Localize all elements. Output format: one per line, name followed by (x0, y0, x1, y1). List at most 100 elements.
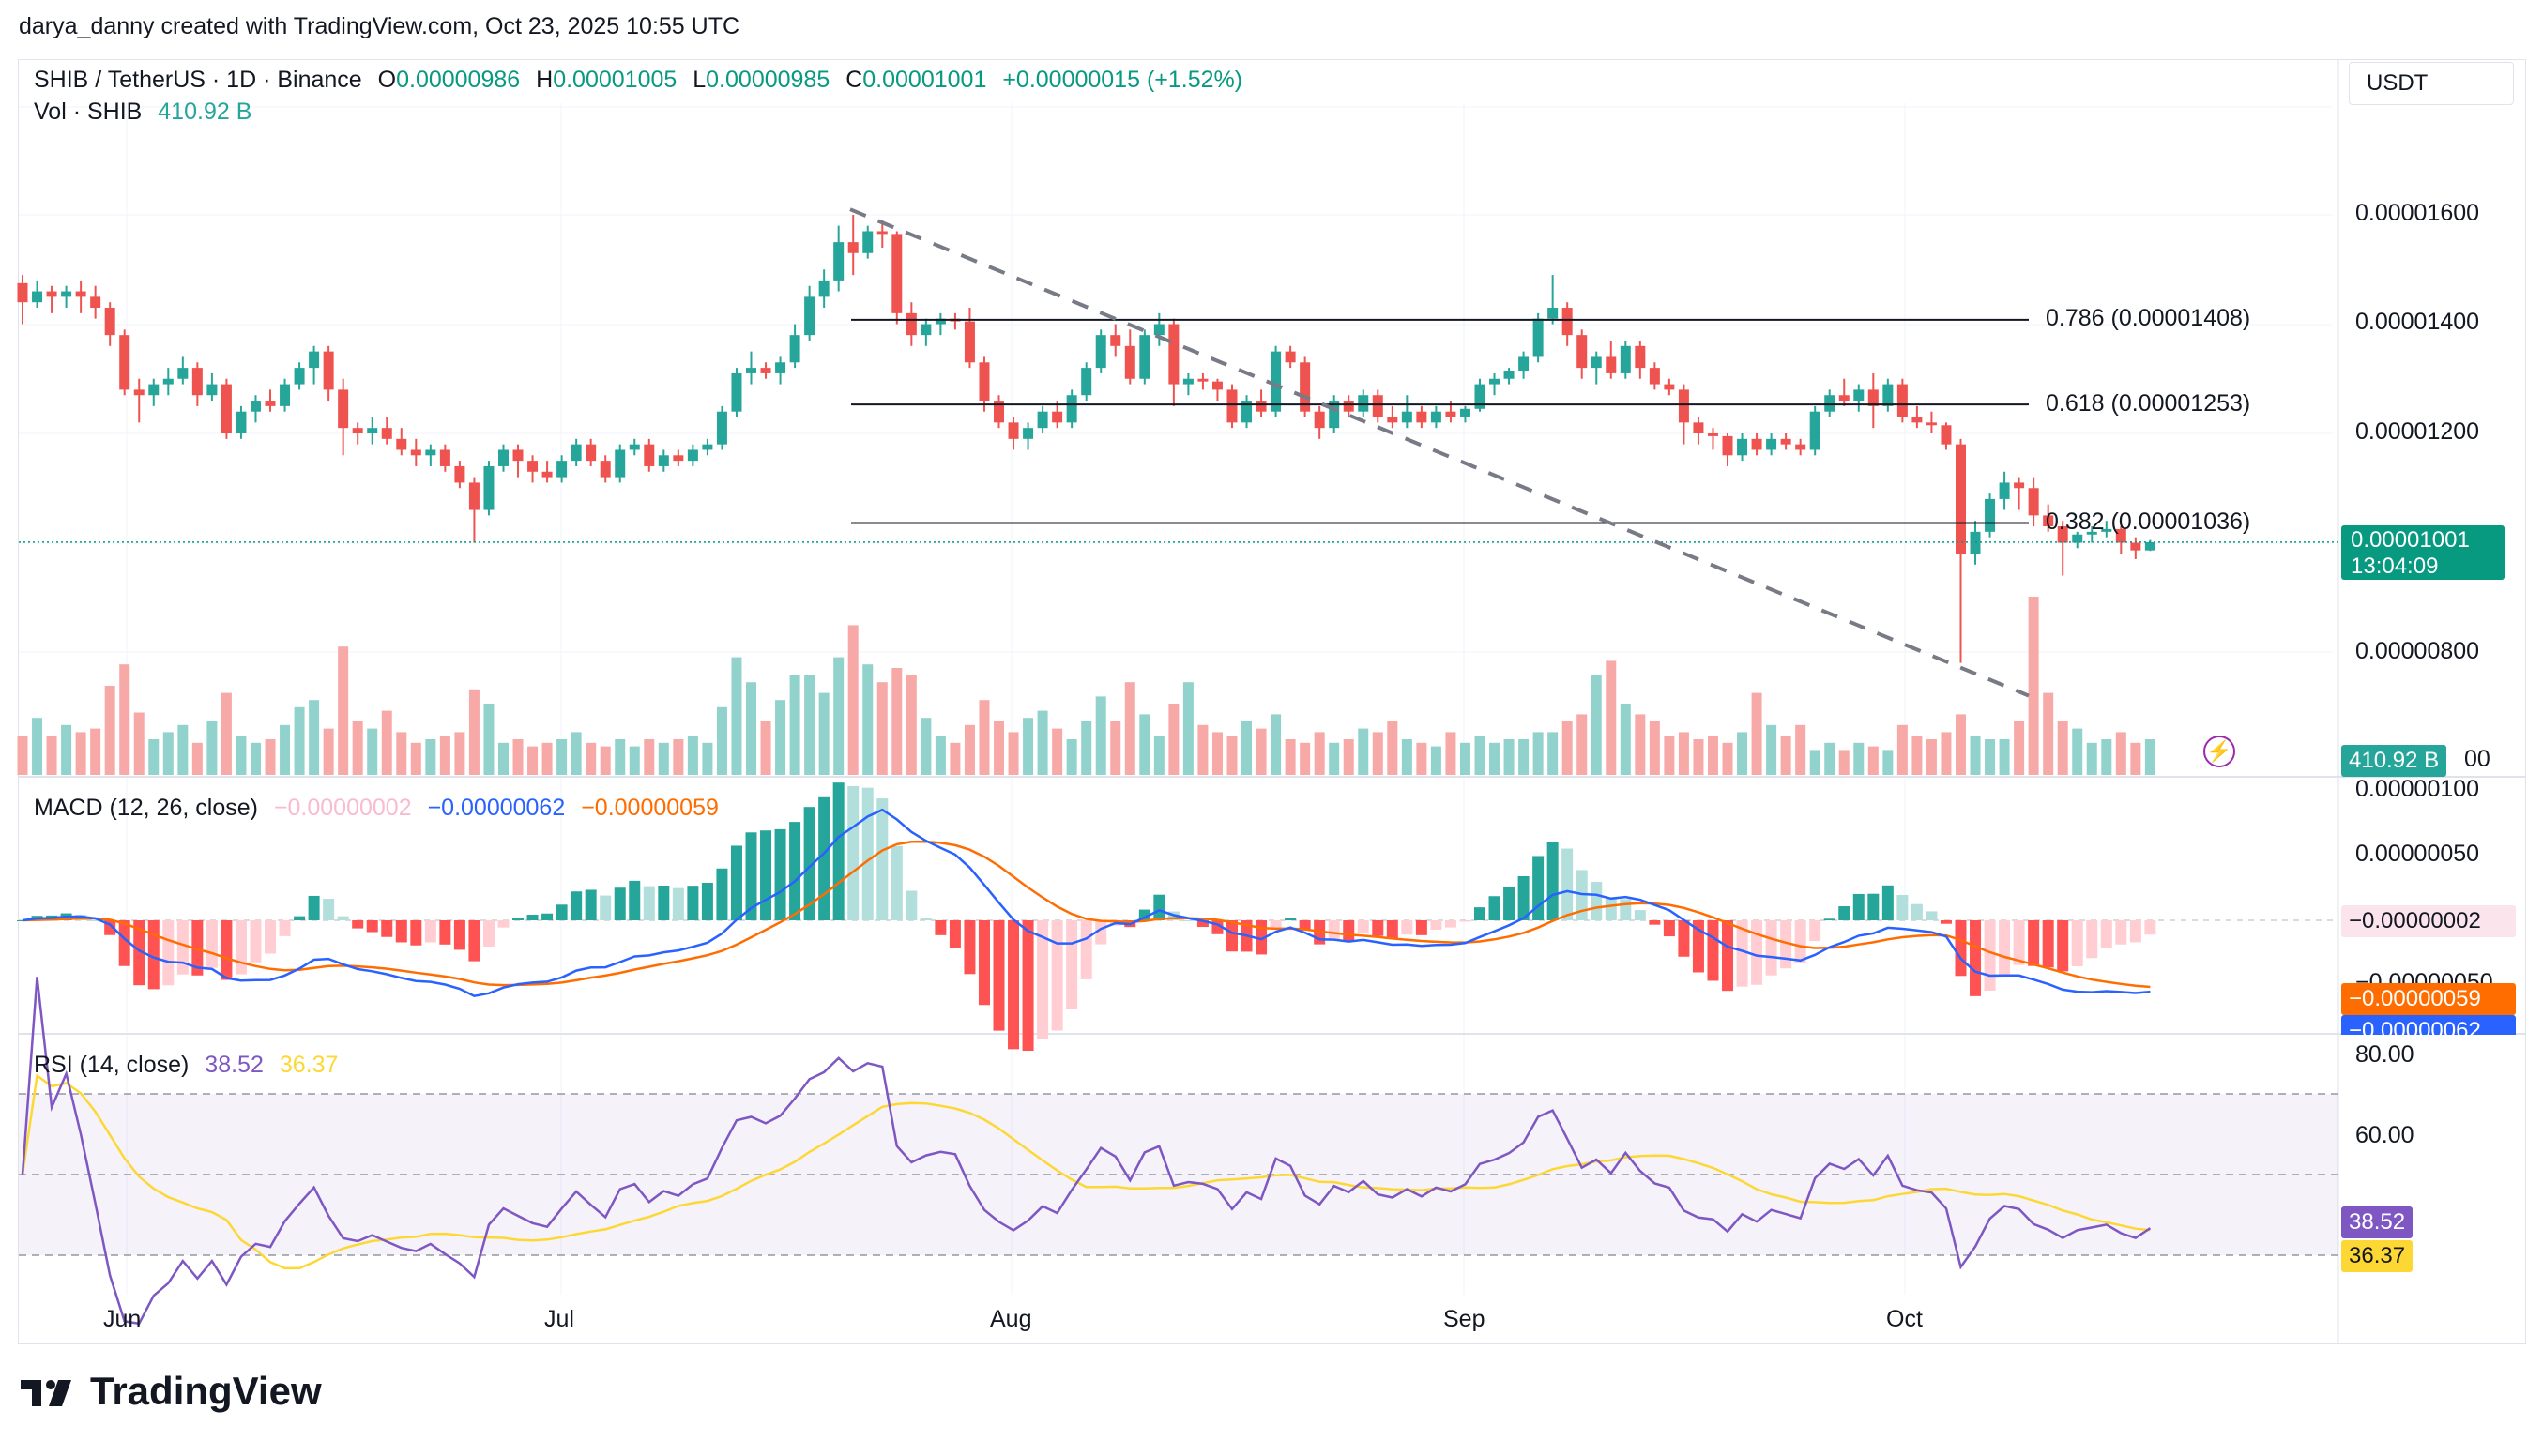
volume-bar (2144, 739, 2155, 775)
volume-bar (702, 742, 713, 775)
candle-body (1372, 395, 1383, 417)
macd-title[interactable]: MACD (12, 26, close) (34, 795, 258, 821)
candle-body (1649, 368, 1660, 385)
volume-bar (2115, 732, 2126, 775)
volume-bar (1606, 660, 1617, 775)
fib-label-0618[interactable]: 0.618 (0.00001253) (2046, 390, 2251, 417)
macd-histogram-bar (716, 868, 728, 920)
candle-body (1693, 422, 1704, 433)
time-tick-jun: Jun (103, 1306, 142, 1332)
candle-body (1197, 378, 1209, 382)
candle-body (1838, 395, 1850, 402)
candle-body (1037, 411, 1048, 429)
volume-label[interactable]: Vol · SHIB (34, 99, 143, 125)
macd-histogram-bar (206, 920, 218, 968)
volume-bar (1955, 714, 1966, 775)
macd-histogram-bar (1051, 920, 1063, 1031)
macd-histogram-bar (497, 920, 510, 928)
volume-bar (439, 736, 450, 775)
last-price: 0.00001001 (2351, 527, 2470, 553)
volume-bar (1824, 742, 1835, 775)
macd-histogram-bar (614, 887, 626, 920)
candle-body (891, 234, 903, 313)
macd-histogram-bar (571, 891, 583, 920)
macd-histogram-bar (1459, 920, 1471, 922)
macd-histogram-bar (1386, 920, 1398, 939)
volume-bar (1737, 732, 1748, 775)
fib-label-0786[interactable]: 0.786 (0.00001408) (2046, 305, 2251, 331)
macd-histogram-bar (1722, 920, 1734, 992)
volume-bar (746, 682, 756, 775)
currency-button[interactable]: USDT (2349, 62, 2514, 105)
candle-body (1824, 395, 1835, 412)
candle-body (250, 401, 261, 412)
volume-bar (1023, 718, 1034, 775)
volume-bar (935, 736, 946, 775)
volume-bar (396, 732, 407, 775)
macd-histogram-bar (1984, 920, 1996, 992)
brand-logo[interactable]: TradingView (19, 1369, 322, 1417)
volume-bar (250, 742, 261, 775)
macd-histogram-bar (1838, 906, 1850, 920)
candle-body (1358, 395, 1369, 412)
macd-histogram-bar (1285, 918, 1297, 920)
volume-bar (1766, 724, 1777, 775)
symbol-legend: SHIB / TetherUS · 1D · Binance O0.000009… (34, 67, 1242, 94)
fib-label-0382[interactable]: 0.382 (0.00001036) (2046, 508, 2251, 535)
macd-histogram-bar (1517, 875, 1530, 920)
volume-bar (847, 625, 859, 775)
volume-bar (454, 732, 465, 775)
macd-histogram-bar (1270, 920, 1282, 930)
macd-histogram-bar (1226, 920, 1238, 952)
macd-histogram-bar (1401, 920, 1413, 935)
volume-bar (1256, 728, 1267, 775)
close-value: 0.00001001 (862, 67, 987, 93)
macd-histogram-bar (1357, 920, 1369, 933)
macd-histogram-bar (221, 920, 233, 980)
macd-signal-badge: −0.00000059 (2341, 983, 2516, 1015)
volume-bar (352, 721, 363, 775)
macd-histogram-bar (1678, 920, 1690, 957)
lightning-icon[interactable]: ⚡ (2203, 736, 2235, 767)
volume-bar (1037, 710, 1048, 775)
candle-body (75, 291, 86, 297)
symbol-name[interactable]: SHIB / TetherUS · 1D · Binance (34, 67, 362, 93)
volume-badge: 410.92 B (2341, 745, 2447, 777)
volume-bar (1124, 682, 1135, 775)
macd-histogram-bar (294, 916, 306, 920)
candle-body (2115, 528, 2126, 543)
volume-bar (2043, 692, 2054, 775)
candle-body (804, 296, 815, 336)
macd-histogram-bar (1823, 918, 1835, 920)
volume-bar (658, 742, 669, 775)
volume-value: 410.92 B (158, 99, 252, 125)
rsi-title[interactable]: RSI (14, close) (34, 1052, 190, 1078)
macd-histogram-bar (774, 828, 786, 920)
rsi-line (21, 977, 2152, 1326)
macd-histogram-bar (993, 920, 1005, 1031)
candle-body (862, 231, 874, 253)
volume-tick: 00 (2464, 746, 2490, 772)
macd-histogram-bar (730, 845, 742, 920)
volume-bar (615, 739, 626, 775)
candle-body (439, 449, 450, 466)
volume-bar (2086, 742, 2097, 775)
candle-body (1722, 435, 1733, 456)
macd-histogram-bar (585, 889, 597, 920)
volume-bar (891, 668, 903, 775)
volume-bar (1635, 714, 1646, 775)
macd-histogram-bar (803, 807, 815, 920)
volume-bar (1241, 721, 1253, 775)
macd-histogram-bar (526, 915, 539, 920)
volume-bar (2101, 739, 2112, 775)
time-tick-jul: Jul (544, 1306, 574, 1332)
candle-body (1124, 345, 1135, 379)
volume-bar (1503, 739, 1515, 775)
candle-body (381, 428, 392, 439)
candle-body (673, 455, 684, 462)
close-label: C (845, 67, 863, 93)
macd-histogram-bar (2129, 920, 2141, 943)
candle-body (658, 455, 669, 466)
macd-histogram-bar (2086, 920, 2098, 959)
